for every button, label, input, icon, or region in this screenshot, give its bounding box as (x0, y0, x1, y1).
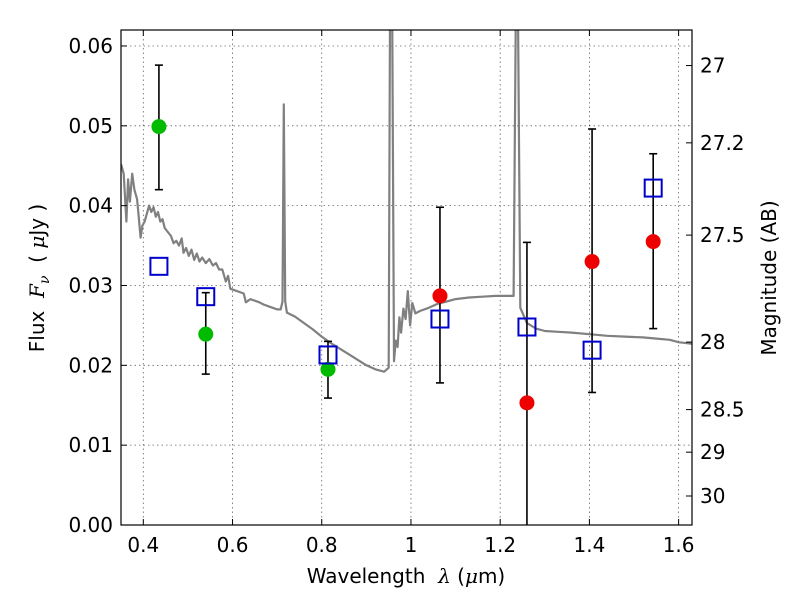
y-tick-labels: 0.00 0.01 0.02 0.03 0.04 0.05 0.06 (68, 34, 113, 537)
y-tick-label: 0.00 (68, 513, 113, 537)
data-point-circle (151, 119, 167, 135)
x-tick-label: 1.2 (484, 533, 516, 557)
y2-tick-label: 28.5 (700, 398, 745, 422)
x-tick-label: 0.4 (127, 533, 159, 557)
y-axis-title: Flux Fν ( μJy ) (25, 204, 53, 352)
y-tick-label: 0.03 (68, 273, 113, 297)
data-point-circle (432, 288, 448, 304)
y2-tick-label: 27 (700, 54, 725, 78)
sed-model-line (121, 30, 692, 373)
data-point-circle (198, 326, 214, 342)
tick-marks (121, 30, 692, 526)
x-tick-labels: 0.4 0.6 0.8 1 1.2 1.4 1.6 (127, 533, 694, 557)
data-point-circle (584, 254, 600, 270)
data-point-circle (519, 395, 535, 411)
data-point-circle (320, 361, 336, 377)
y-tick-label: 0.02 (68, 353, 113, 377)
x-tick-label: 1.4 (573, 533, 605, 557)
plot-frame (120, 29, 693, 526)
sed-model-layer (121, 30, 692, 373)
x-tick-label: 1.6 (663, 533, 695, 557)
data-point-square (318, 345, 338, 365)
x-tick-label: 1 (405, 533, 418, 557)
y2-tick-label: 27.2 (700, 131, 745, 155)
data-point-square (149, 256, 169, 276)
data-point-square (582, 340, 602, 360)
y2-tick-labels: 27 27.2 27.5 28 28.5 29 30 (700, 54, 745, 508)
marker-layer (149, 119, 663, 411)
y2-tick-label: 29 (700, 440, 725, 464)
x-tick-label: 0.6 (217, 533, 249, 557)
y2-axis-title: Magnitude (AB) (757, 200, 781, 355)
y2-tick-label: 28 (700, 330, 725, 354)
y2-tick-label: 30 (700, 484, 725, 508)
data-point-square (643, 178, 663, 198)
data-point-square (517, 317, 537, 337)
data-point-circle (645, 234, 661, 250)
x-tick-label: 0.8 (306, 533, 338, 557)
y-tick-label: 0.04 (68, 194, 113, 218)
plot-area (121, 30, 692, 525)
data-point-square (196, 287, 216, 307)
y-tick-label: 0.05 (68, 114, 113, 138)
y-tick-label: 0.06 (68, 34, 113, 58)
y2-tick-label: 27.5 (700, 223, 745, 247)
data-point-square (430, 309, 450, 329)
y-tick-label: 0.01 (68, 433, 113, 457)
grid (121, 30, 692, 526)
x-axis-title: Wavelength λ (μm) (307, 564, 506, 588)
